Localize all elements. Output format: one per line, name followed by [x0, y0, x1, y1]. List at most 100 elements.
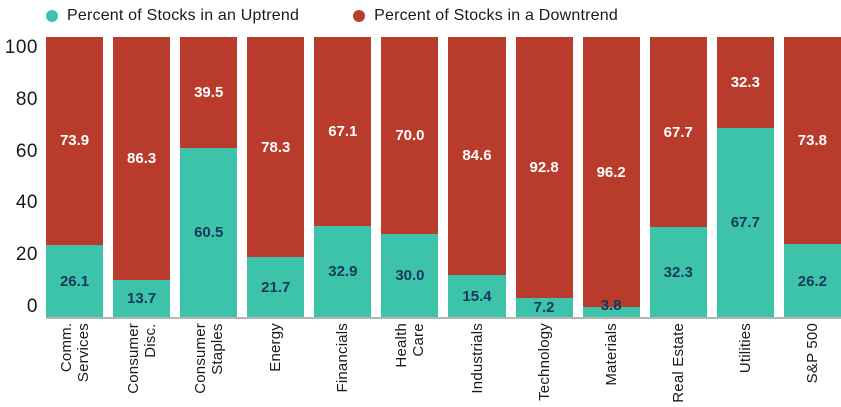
downtrend-segment: 86.3	[113, 37, 171, 280]
uptrend-segment: 15.4	[448, 274, 506, 318]
stacked-bar: 92.8 7.2	[515, 37, 573, 318]
x-category-label: Energy	[267, 323, 285, 372]
x-axis-line	[46, 317, 841, 319]
uptrend-segment: 67.7	[716, 127, 774, 318]
stacked-bar: 32.3 67.7	[716, 37, 774, 318]
downtrend-value-label: 92.8	[529, 158, 559, 176]
x-category-label: Consumer Disc.	[124, 323, 159, 394]
plot-area: 73.9 26.1 86.3 13.7 39.5 60.5 78.3 21.7 67.1 32.9…	[46, 37, 841, 318]
y-tick-label: 80	[15, 88, 38, 110]
legend-item-uptrend: Percent of Stocks in an Uptrend	[46, 7, 299, 25]
downtrend-dot-icon	[353, 10, 366, 22]
x-category-label: Health Care	[392, 323, 427, 368]
stacked-bar: 78.3 21.7	[247, 37, 305, 318]
stacked-bar: 70.0 30.0	[381, 37, 439, 318]
downtrend-segment: 32.3	[716, 37, 774, 128]
stacked-bar: 67.1 32.9	[314, 37, 372, 318]
x-category-cell: Health Care	[381, 323, 438, 407]
uptrend-value-label: 15.4	[462, 287, 492, 305]
legend: Percent of Stocks in an Uptrend Percent …	[46, 7, 618, 25]
downtrend-value-label: 73.9	[59, 132, 90, 150]
x-category-label: S&P 500	[803, 323, 821, 384]
uptrend-value-label: 26.2	[797, 272, 827, 290]
uptrend-value-label: 60.5	[194, 224, 224, 242]
stacked-bar: 86.3 13.7	[113, 37, 171, 318]
downtrend-value-label: 84.6	[462, 147, 492, 165]
x-category-cell: Industrials	[448, 323, 505, 407]
x-category-cell: Materials	[583, 323, 640, 407]
stacked-bar: 84.6 15.4	[448, 37, 506, 318]
y-tick-label: 100	[4, 37, 38, 58]
uptrend-segment: 32.3	[649, 227, 707, 318]
downtrend-segment: 78.3	[247, 37, 305, 258]
uptrend-value-label: 32.3	[663, 264, 693, 282]
uptrend-value-label: 67.7	[730, 214, 760, 232]
downtrend-segment: 67.1	[314, 37, 372, 226]
x-category-label: Comm. Services	[57, 323, 92, 383]
x-category-cell: S&P 500	[784, 323, 841, 407]
uptrend-value-label: 7.2	[533, 299, 555, 317]
stacked-bar: 39.5 60.5	[180, 37, 238, 318]
x-category-cell: Consumer Disc.	[113, 323, 170, 407]
downtrend-value-label: 32.3	[730, 73, 760, 91]
legend-label-downtrend: Percent of Stocks in a Downtrend	[374, 7, 618, 24]
x-category-cell: Consumer Staples	[180, 323, 237, 407]
x-category-label: Financials	[334, 323, 352, 393]
x-category-cell: Financials	[314, 323, 371, 407]
stacked-bar: 67.7 32.3	[649, 37, 707, 318]
x-category-label: Real Estate	[669, 323, 687, 403]
legend-item-downtrend: Percent of Stocks in a Downtrend	[353, 7, 618, 25]
downtrend-segment: 73.9	[46, 37, 104, 245]
uptrend-value-label: 32.9	[328, 263, 358, 281]
stacked-bar: 73.8 26.2	[783, 37, 841, 318]
uptrend-segment: 13.7	[113, 279, 171, 318]
y-tick-label: 60	[15, 140, 38, 162]
x-category-label: Utilities	[736, 323, 754, 374]
x-category-cell: Real Estate	[650, 323, 707, 407]
uptrend-segment: 26.1	[46, 244, 104, 318]
uptrend-segment: 3.8	[582, 298, 640, 318]
uptrend-value-label: 3.8	[600, 297, 622, 315]
stacked-bar: 96.2 3.8	[582, 37, 640, 318]
x-category-label: Technology	[535, 323, 553, 401]
x-axis: Comm. Services Consumer Disc. Consumer Sta…	[46, 323, 841, 407]
stacked-bar: 73.9 26.1	[46, 37, 104, 318]
x-category-label: Materials	[602, 323, 620, 386]
downtrend-segment: 92.8	[515, 37, 573, 298]
legend-label-uptrend: Percent of Stocks in an Uptrend	[67, 7, 300, 24]
y-tick-label: 0	[26, 295, 38, 317]
x-category-cell: Energy	[247, 323, 304, 407]
downtrend-value-label: 67.7	[663, 123, 693, 141]
y-tick-label: 40	[15, 192, 38, 214]
y-tick-label: 20	[15, 244, 38, 266]
x-category-label: Industrials	[468, 323, 486, 394]
uptrend-value-label: 13.7	[127, 290, 157, 308]
x-category-label: Consumer Staples	[191, 323, 226, 394]
uptrend-segment: 7.2	[515, 297, 573, 318]
x-category-cell: Utilities	[717, 323, 774, 407]
downtrend-value-label: 86.3	[127, 149, 157, 167]
uptrend-segment: 60.5	[180, 147, 238, 318]
downtrend-value-label: 70.0	[395, 126, 425, 144]
downtrend-segment: 39.5	[180, 37, 238, 148]
downtrend-value-label: 39.5	[194, 83, 224, 101]
downtrend-segment: 84.6	[448, 37, 506, 275]
y-axis: 100 80 60 40 20 0	[0, 37, 38, 318]
downtrend-segment: 73.8	[783, 37, 841, 245]
downtrend-segment: 70.0	[381, 37, 439, 234]
x-category-cell: Technology	[516, 323, 573, 407]
downtrend-value-label: 78.3	[261, 138, 291, 156]
x-category-cell: Comm. Services	[46, 323, 103, 407]
downtrend-value-label: 73.8	[797, 132, 827, 150]
uptrend-segment: 30.0	[381, 233, 439, 318]
downtrend-segment: 96.2	[582, 37, 640, 308]
downtrend-value-label: 96.2	[596, 163, 626, 181]
uptrend-segment: 26.2	[783, 244, 841, 318]
uptrend-value-label: 26.1	[59, 272, 90, 290]
downtrend-segment: 67.7	[649, 37, 707, 228]
uptrend-value-label: 21.7	[261, 279, 291, 296]
uptrend-dot-icon	[46, 10, 58, 22]
uptrend-segment: 32.9	[314, 225, 372, 318]
downtrend-value-label: 67.1	[328, 122, 358, 140]
